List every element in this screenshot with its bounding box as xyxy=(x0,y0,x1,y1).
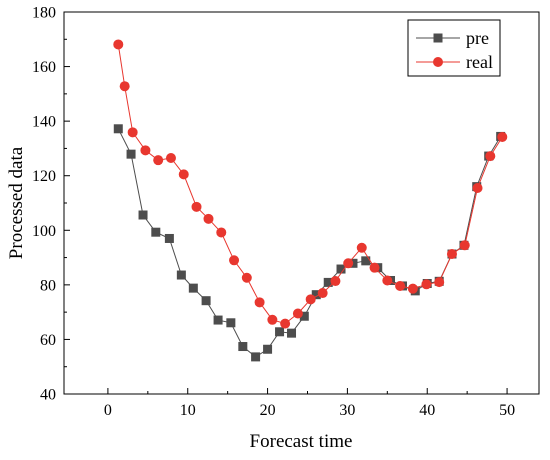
data-point-real xyxy=(305,294,316,305)
data-point-real xyxy=(497,131,508,142)
data-point-real xyxy=(113,39,124,50)
data-point-real xyxy=(241,272,252,283)
data-point-pre xyxy=(201,296,211,306)
series-real xyxy=(113,39,508,329)
y-tick-label: 100 xyxy=(32,223,56,240)
data-point-real xyxy=(127,127,138,138)
data-point-pre xyxy=(188,283,198,293)
data-point-real xyxy=(153,155,164,166)
x-tick-label: 20 xyxy=(260,402,276,419)
y-tick-label: 160 xyxy=(32,59,56,76)
y-tick-label: 40 xyxy=(40,387,56,404)
data-point-real xyxy=(459,240,470,251)
legend-label-real: real xyxy=(466,52,493,72)
x-tick-label: 50 xyxy=(499,402,515,419)
data-point-pre xyxy=(251,352,261,362)
data-point-pre xyxy=(361,256,371,266)
data-point-real xyxy=(446,249,457,260)
y-tick-label: 140 xyxy=(32,114,56,131)
series-layer xyxy=(113,39,508,362)
legend-marker-pre xyxy=(433,33,443,43)
data-point-real xyxy=(317,288,328,299)
series-line-pre xyxy=(117,128,502,358)
x-axis-title: Forecast time xyxy=(250,431,353,452)
data-point-pre xyxy=(238,342,248,352)
data-point-pre xyxy=(275,327,285,337)
x-tick-label: 30 xyxy=(339,402,355,419)
data-point-real xyxy=(421,279,432,290)
data-point-real xyxy=(395,280,406,291)
data-point-real xyxy=(267,314,278,325)
data-point-real xyxy=(119,81,130,92)
x-axis: 0 10 20 30 40 50 xyxy=(104,388,515,419)
x-tick-label: 10 xyxy=(180,402,196,419)
data-point-pre xyxy=(176,270,186,280)
x-tick-label: 40 xyxy=(419,402,435,419)
data-point-pre xyxy=(311,290,321,300)
legend-marker-real xyxy=(433,57,443,67)
data-point-pre xyxy=(126,149,136,159)
data-point-pre xyxy=(323,277,333,287)
data-point-real xyxy=(369,262,380,273)
data-point-real xyxy=(140,145,151,156)
data-point-pre xyxy=(287,328,297,338)
data-point-real xyxy=(203,213,214,224)
data-point-real xyxy=(165,152,176,163)
y-tick-label: 60 xyxy=(40,332,56,349)
y-tick-label: 120 xyxy=(32,168,56,185)
legend: pre real xyxy=(407,19,501,77)
legend-box xyxy=(407,19,501,77)
data-point-real xyxy=(356,242,367,253)
x-tick-label: 0 xyxy=(104,402,112,419)
data-point-pre xyxy=(263,344,273,354)
data-point-real xyxy=(343,258,354,269)
data-point-real xyxy=(292,308,303,319)
data-point-real xyxy=(382,275,393,286)
legend-label-pre: pre xyxy=(466,28,489,48)
data-point-real xyxy=(280,318,291,329)
data-point-real xyxy=(254,297,265,308)
data-point-real xyxy=(434,277,445,288)
data-point-real xyxy=(330,276,341,287)
data-point-pre xyxy=(113,124,123,134)
data-point-real xyxy=(485,151,496,162)
data-point-pre xyxy=(336,264,346,274)
data-point-pre xyxy=(151,227,161,237)
data-point-real xyxy=(191,201,202,212)
data-point-pre xyxy=(299,311,309,321)
data-point-pre xyxy=(164,233,174,243)
y-tick-label: 180 xyxy=(32,5,56,22)
data-point-real xyxy=(178,169,189,180)
data-point-real xyxy=(229,255,240,266)
y-axis: 40 60 80 100 120 140 160 180 xyxy=(32,5,70,404)
data-point-pre xyxy=(213,315,223,325)
data-point-real xyxy=(407,283,418,294)
y-tick-label: 80 xyxy=(40,277,56,294)
data-point-pre xyxy=(226,318,236,328)
y-axis-title: Processed data xyxy=(6,146,27,259)
data-point-real xyxy=(216,227,227,238)
data-point-real xyxy=(472,182,483,193)
series-line-real xyxy=(117,44,503,325)
data-point-pre xyxy=(138,210,148,220)
